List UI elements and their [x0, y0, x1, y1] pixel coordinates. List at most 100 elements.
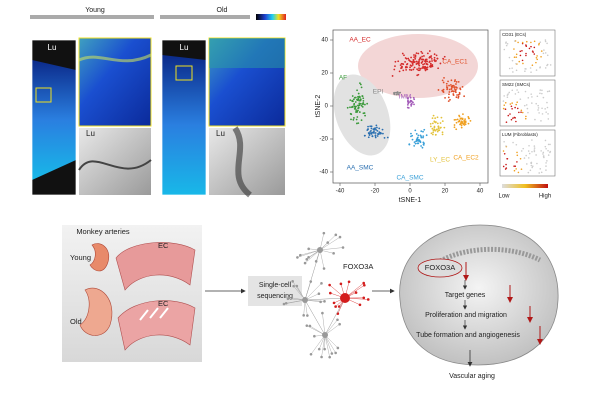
cell-dot	[531, 150, 533, 153]
network-gene: FOXO3A	[343, 262, 373, 271]
node	[366, 298, 370, 301]
cell-dot	[378, 131, 381, 134]
cell-dot	[362, 99, 365, 102]
cell-dot	[515, 69, 518, 72]
cell-dot	[358, 95, 361, 98]
node	[321, 311, 324, 315]
cell-dot	[469, 119, 472, 122]
cell-dot	[410, 69, 413, 71]
cell-dot	[374, 136, 377, 139]
node	[336, 318, 339, 322]
edge	[324, 297, 346, 336]
node	[336, 346, 340, 350]
cell-dot	[538, 43, 540, 46]
sequencing-box	[248, 276, 302, 306]
edge	[304, 249, 321, 301]
node	[284, 301, 288, 305]
cell-dot	[448, 84, 450, 87]
cell-dot	[454, 91, 457, 94]
cell-dot	[447, 80, 449, 83]
cell-dot	[407, 107, 410, 109]
cell-dot	[418, 140, 421, 143]
vessel-3d	[162, 55, 206, 195]
cell-dot	[463, 119, 466, 122]
cell-dot	[356, 89, 358, 92]
cell-dot	[549, 64, 552, 66]
cell-dot	[535, 154, 537, 156]
x-tick-label: -40	[336, 189, 345, 195]
cell-dot	[356, 98, 358, 101]
cell-dot	[411, 63, 414, 66]
cell-dot	[436, 130, 439, 133]
cell-dot	[367, 136, 370, 139]
young-artery	[89, 243, 110, 272]
node	[322, 267, 326, 270]
cell-dot	[531, 102, 533, 104]
cell-dot	[525, 54, 527, 57]
cell-dot	[517, 171, 520, 174]
cell-dot	[424, 59, 427, 61]
cell-dot	[436, 57, 439, 60]
node	[286, 297, 290, 301]
node	[339, 282, 343, 286]
cell-dot	[502, 150, 505, 152]
edge	[324, 334, 336, 354]
cell-dot	[530, 164, 533, 167]
edge	[304, 283, 322, 301]
cell-dot	[428, 50, 431, 52]
cell-dot	[505, 167, 508, 169]
cell-dot	[361, 95, 364, 98]
y-tick-label: 40	[321, 38, 328, 44]
cell-dot	[525, 104, 528, 106]
cell-dot	[502, 165, 505, 168]
cell-dot	[378, 127, 381, 130]
step: Target genes	[445, 292, 486, 299]
cell-dot	[411, 62, 414, 65]
cell-dot	[515, 56, 518, 58]
cell-dot	[516, 154, 519, 157]
old-ec	[117, 300, 196, 351]
cell-dot	[457, 96, 460, 99]
cell-dot	[426, 52, 429, 55]
cell-dot	[360, 119, 363, 122]
cell-dot	[422, 65, 424, 68]
cell-dot	[418, 60, 420, 63]
cell-dot	[530, 41, 532, 44]
title-bar	[30, 15, 154, 19]
cell-dot	[441, 120, 444, 123]
edge	[324, 319, 338, 336]
cell-dot	[422, 130, 424, 133]
node	[341, 246, 345, 249]
cell-dot	[398, 70, 401, 73]
cell-dot	[416, 68, 418, 70]
cell-dot	[455, 96, 458, 99]
cell-dot	[434, 121, 437, 124]
cell-dot	[422, 63, 424, 66]
cell-dot	[504, 108, 507, 111]
cell-dot	[460, 124, 463, 127]
cell-dot	[445, 82, 448, 85]
node	[303, 261, 307, 265]
cell-dot	[456, 118, 459, 121]
cell-dot	[546, 64, 548, 67]
cell-dot	[546, 160, 548, 162]
cell-dot	[429, 125, 432, 128]
cell-dot	[409, 96, 412, 99]
cell-dot	[525, 45, 528, 47]
node	[319, 300, 322, 304]
cell-dot	[370, 127, 373, 130]
cell-dot	[533, 149, 536, 151]
cell-dot	[439, 62, 442, 65]
cell-dot	[407, 57, 410, 60]
hub	[317, 247, 323, 253]
cell-dot	[509, 103, 512, 105]
cell-dot	[543, 156, 545, 159]
cell-dot	[545, 162, 547, 164]
y-axis-label: tSNE-2	[315, 95, 322, 118]
cell-dot	[408, 68, 411, 71]
cell-dot	[543, 49, 545, 51]
cell-dot	[525, 115, 527, 118]
cell-dot	[548, 90, 551, 92]
cell-dot	[503, 140, 505, 143]
edge	[319, 249, 325, 269]
